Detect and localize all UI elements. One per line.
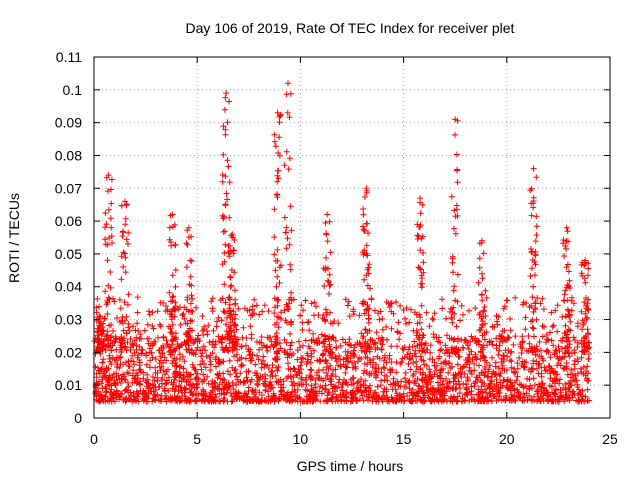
data-points <box>91 80 593 405</box>
x-tick-label: 5 <box>193 431 201 447</box>
y-tick-label: 0.01 <box>55 377 82 393</box>
plot-frame <box>93 56 611 419</box>
chart-title: Day 106 of 2019, Rate Of TEC Index for r… <box>186 20 515 36</box>
x-tick-label: 15 <box>396 431 412 447</box>
y-tick-label: 0.02 <box>55 344 82 360</box>
x-tick-label: 10 <box>293 431 309 447</box>
x-tick-labels: 0 5 10 15 20 25 <box>90 431 618 447</box>
y-tick-label: 0.04 <box>55 279 82 295</box>
y-tick-label: 0.08 <box>55 147 82 163</box>
roti-markers <box>91 80 593 405</box>
y-tick-label: 0.1 <box>63 82 83 98</box>
x-axis-label: GPS time / hours <box>297 458 404 474</box>
y-tick-label: 0 <box>74 410 82 426</box>
axis-ticks <box>93 56 611 419</box>
y-tick-label: 0.11 <box>56 49 82 65</box>
x-tick-label: 0 <box>90 431 98 447</box>
y-tick-label: 0.07 <box>55 180 82 196</box>
y-tick-label: 0.05 <box>55 246 82 262</box>
y-tick-label: 0.03 <box>55 312 82 328</box>
x-tick-label: 25 <box>602 431 618 447</box>
y-axis-label: ROTI / TECUs <box>6 193 22 283</box>
y-tick-labels: 0 0.01 0.02 0.03 0.04 0.05 0.06 0.07 0.08 0.09 0.1… <box>55 49 82 426</box>
y-tick-label: 0.09 <box>55 115 82 131</box>
y-tick-label: 0.06 <box>55 213 82 229</box>
x-tick-label: 20 <box>499 431 515 447</box>
